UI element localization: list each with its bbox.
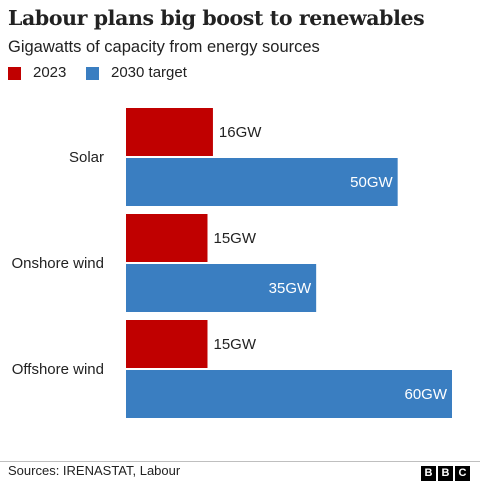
chart-title: Labour plans big boost to renewables	[8, 6, 425, 30]
bar-chart: Solar 16GW 50GW Onshore wind 15GW 35GW Offshor…	[11, 108, 452, 418]
data-label-2030-target-solar: 50GW	[350, 174, 393, 191]
footer-divider	[0, 461, 480, 462]
bar-2030-target-solar	[126, 158, 398, 206]
legend-swatch-2023	[8, 67, 21, 80]
data-label-2023-offshore-wind: 15GW	[214, 336, 257, 353]
category-label-onshore-wind: Onshore wind	[11, 255, 104, 272]
bar-2023-onshore-wind	[126, 214, 208, 262]
logo-letter: C	[455, 466, 470, 481]
bar-2023-offshore-wind	[126, 320, 208, 368]
data-label-2023-solar: 16GW	[219, 124, 262, 141]
legend-label-2030-target: 2030 target	[111, 64, 187, 81]
logo-letter: B	[438, 466, 453, 481]
legend-label-2023: 2023	[33, 64, 67, 81]
chart-subtitle: Gigawatts of capacity from energy source…	[8, 38, 320, 56]
legend-swatch-2030-target	[86, 67, 99, 80]
data-label-2030-target-onshore-wind: 35GW	[269, 280, 312, 297]
bar-2030-target-onshore-wind	[126, 264, 317, 312]
data-label-2030-target-offshore-wind: 60GW	[404, 386, 447, 403]
bar-2023-solar	[126, 108, 213, 156]
bar-2030-target-offshore-wind	[126, 370, 452, 418]
category-label-solar: Solar	[69, 149, 104, 166]
data-label-2023-onshore-wind: 15GW	[214, 230, 257, 247]
logo-letter: B	[421, 466, 436, 481]
source-note: Sources: IRENASTAT, Labour	[8, 463, 181, 478]
category-label-offshore-wind: Offshore wind	[12, 361, 104, 378]
